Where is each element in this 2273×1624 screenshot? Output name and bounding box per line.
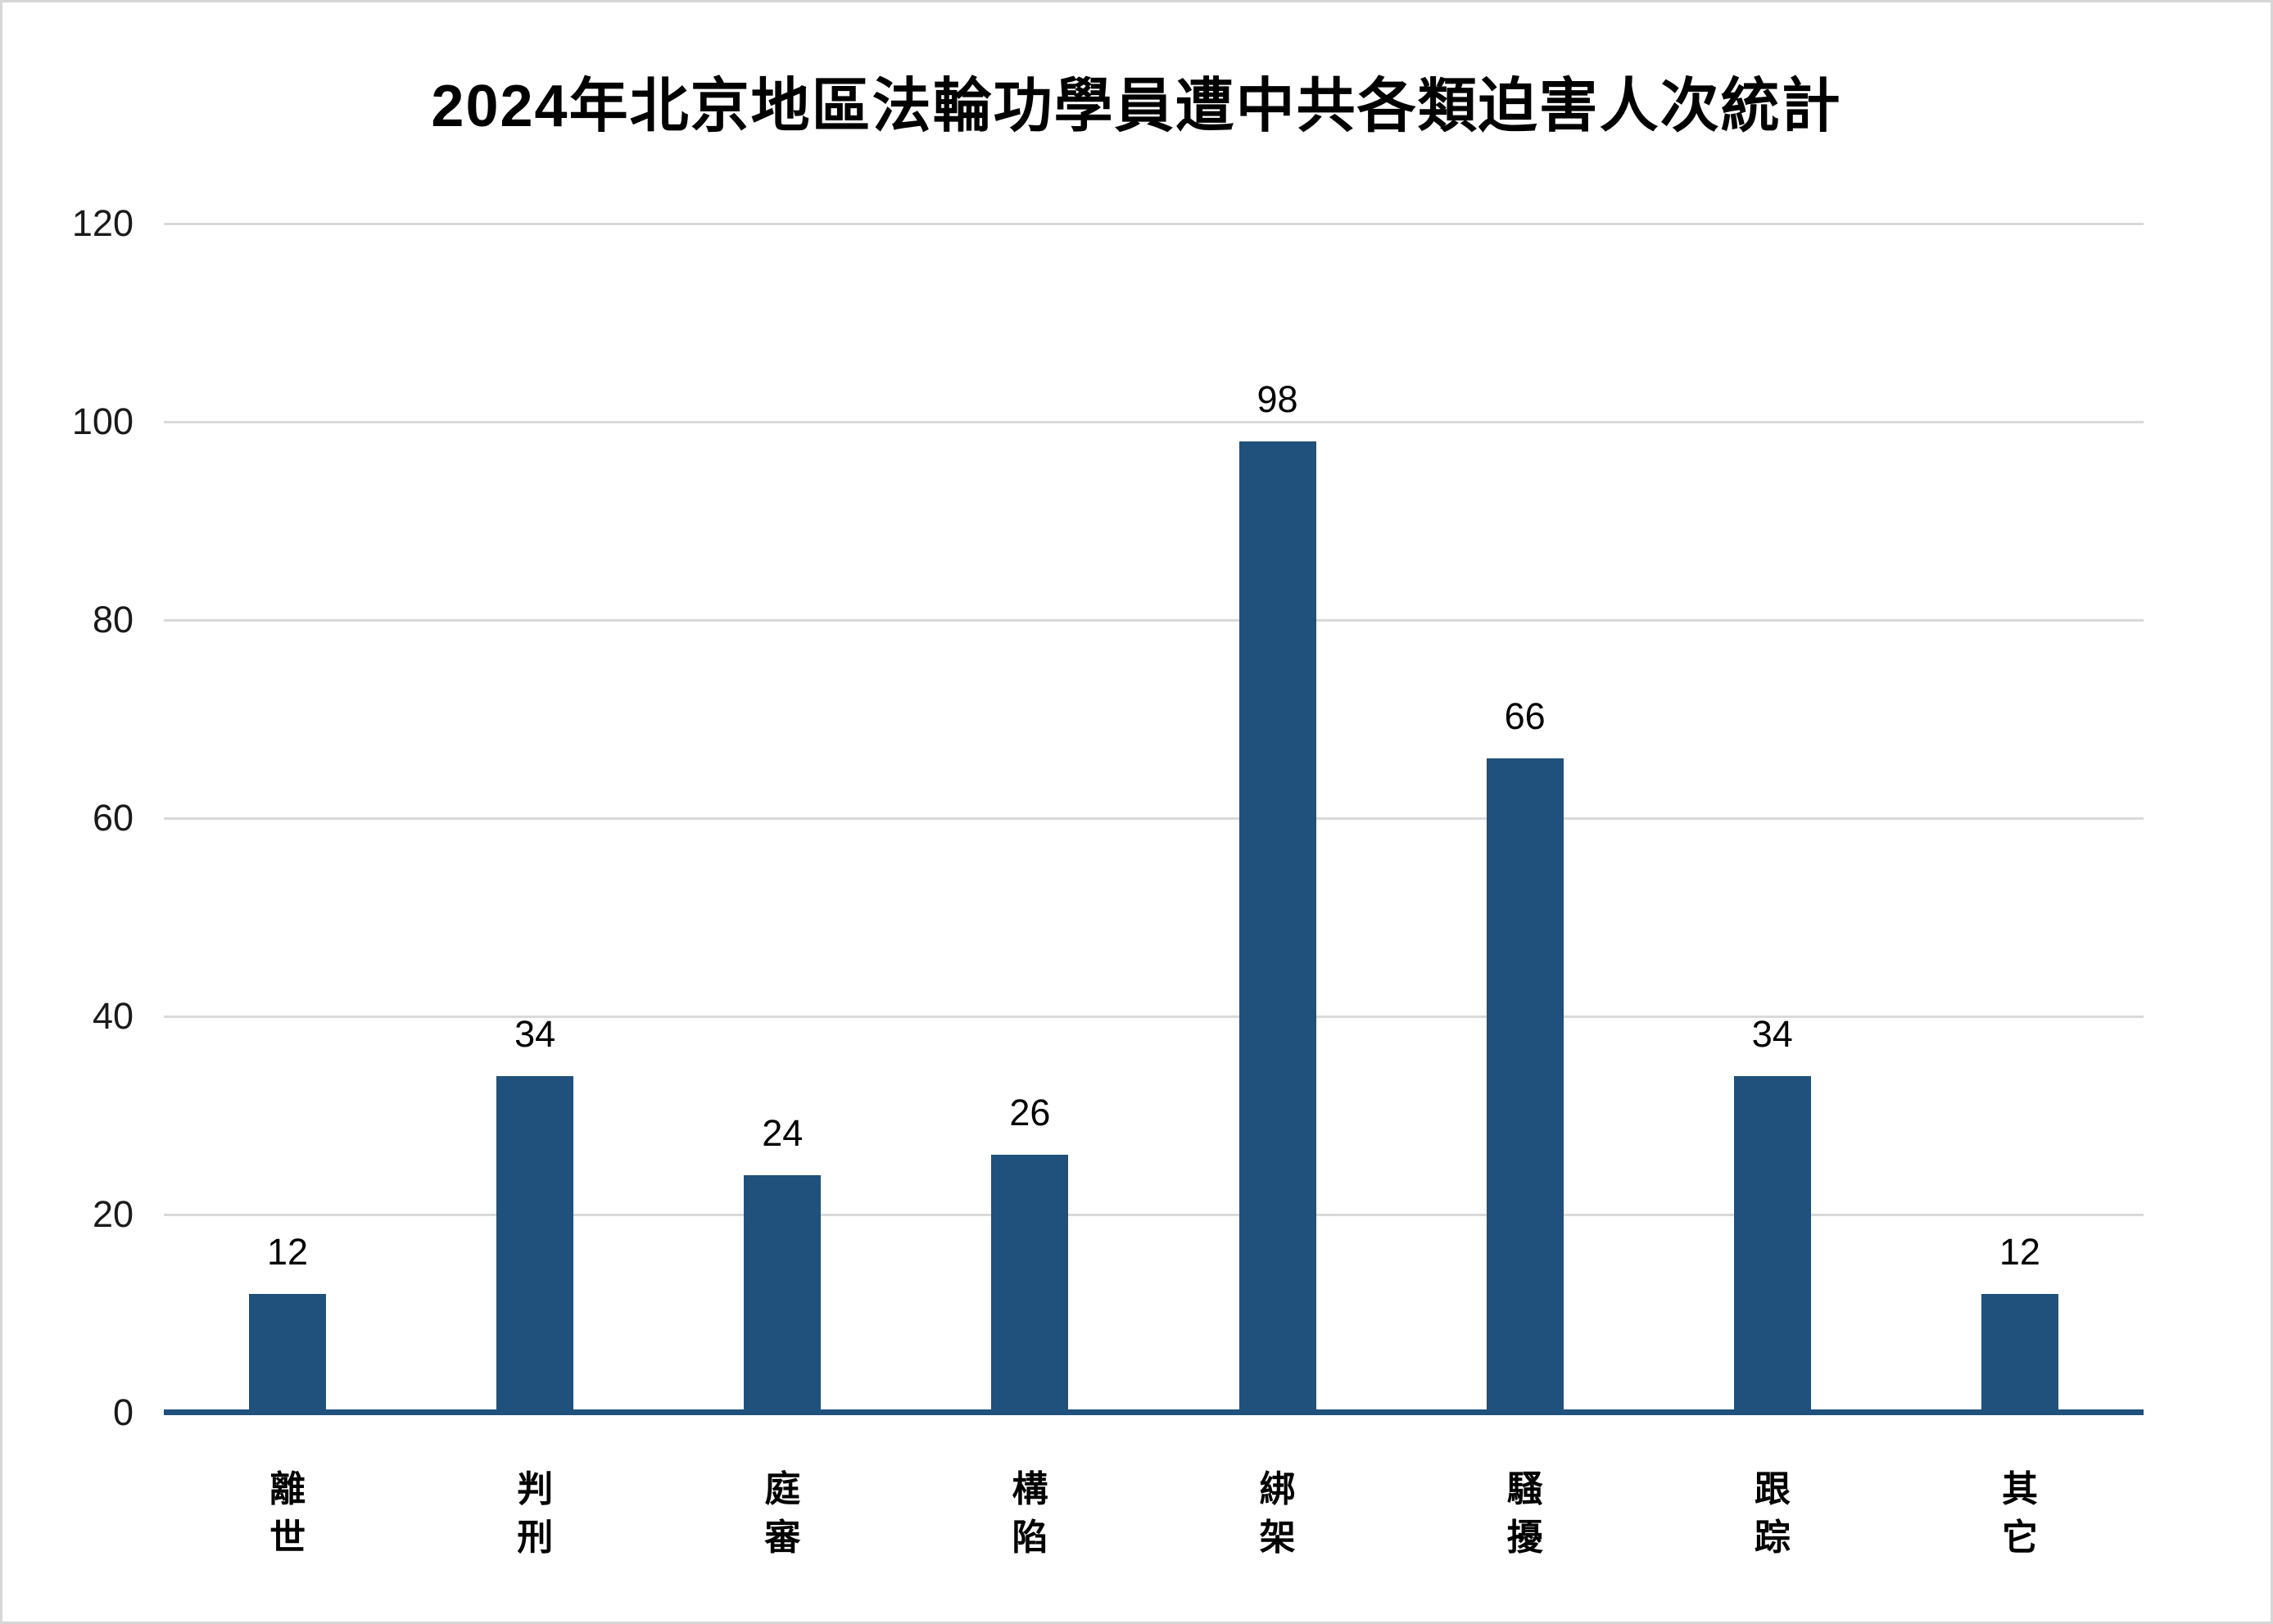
bar-slot: 26 <box>906 224 1153 1413</box>
bar-value-label: 24 <box>762 1111 804 1154</box>
x-category-label: 騷擾 <box>1506 1469 1543 1558</box>
gridline-80 <box>164 618 2144 622</box>
bar <box>1981 1293 2058 1413</box>
x-category-label: 庭審 <box>764 1469 801 1558</box>
bar-value-label: 12 <box>267 1230 309 1273</box>
bar-slot: 34 <box>1649 224 1896 1413</box>
gridline-20 <box>164 1213 2144 1216</box>
x-category-label: 離世 <box>269 1469 306 1558</box>
y-tick-label: 20 <box>92 1193 134 1235</box>
bar-slot: 34 <box>411 224 659 1413</box>
bar <box>496 1075 574 1413</box>
x-category-cell: 其它 <box>1896 1465 2144 1596</box>
gridline-40 <box>164 1015 2144 1018</box>
bar <box>1238 441 1316 1413</box>
x-category-cell: 庭審 <box>659 1465 906 1596</box>
gridline-120 <box>164 222 2144 225</box>
y-tick-label: 80 <box>92 599 134 640</box>
x-category-label: 跟踪 <box>1754 1469 1791 1558</box>
bar-slot: 12 <box>1896 224 2144 1413</box>
x-axis-line <box>164 1409 2144 1415</box>
bar-value-label: 12 <box>1999 1230 2040 1273</box>
x-category-label: 構陷 <box>1012 1469 1048 1558</box>
x-category-cell: 騷擾 <box>1401 1465 1649 1596</box>
x-category-cell: 跟踪 <box>1649 1465 1896 1596</box>
bar-value-label: 66 <box>1504 695 1546 738</box>
x-category-cell: 離世 <box>164 1465 411 1596</box>
bar-slot: 24 <box>659 224 906 1413</box>
y-tick-label: 100 <box>71 400 134 442</box>
plot-area: 12 34 24 26 98 66 34 12 <box>164 222 2144 1415</box>
gridline-100 <box>164 420 2144 423</box>
bar-value-label: 98 <box>1256 378 1298 421</box>
bar <box>1486 758 1564 1413</box>
y-tick-label: 0 <box>112 1391 134 1433</box>
bar-value-label: 34 <box>1751 1012 1793 1055</box>
chart-title: 2024年北京地區法輪功學員遭中共各類迫害人次統計 <box>431 74 1842 139</box>
y-tick-label: 40 <box>92 995 134 1037</box>
bar <box>1733 1075 1811 1413</box>
bar-slot: 66 <box>1401 224 1649 1413</box>
bar-value-label: 34 <box>514 1012 556 1055</box>
bar <box>744 1174 822 1413</box>
x-category-cell: 綁架 <box>1154 1465 1401 1596</box>
x-category-label: 綁架 <box>1259 1469 1296 1558</box>
gridline-60 <box>164 817 2144 820</box>
x-category-cell: 判刑 <box>411 1465 659 1596</box>
bar <box>249 1293 327 1413</box>
y-tick-label: 60 <box>92 797 134 839</box>
x-category-cell: 構陷 <box>906 1465 1153 1596</box>
bar-slot: 12 <box>164 224 411 1413</box>
x-category-label: 判刑 <box>517 1469 554 1558</box>
x-category-label: 其它 <box>2001 1469 2038 1558</box>
bar-slot: 98 <box>1154 224 1401 1413</box>
x-axis-labels: 離世 判刑 庭審 構陷 綁架 騷擾 跟踪 其它 <box>164 1465 2144 1596</box>
bar <box>991 1155 1069 1413</box>
bar-value-label: 26 <box>1009 1092 1051 1134</box>
y-tick-label: 120 <box>71 202 134 244</box>
